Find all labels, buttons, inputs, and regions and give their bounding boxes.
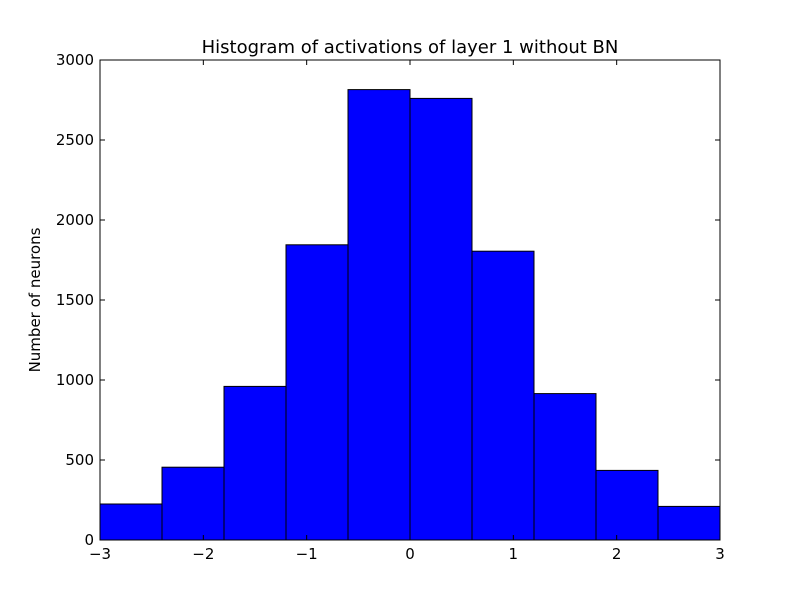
histogram-bar [223, 385, 287, 541]
histogram-bar [595, 469, 659, 541]
histogram-bar [409, 97, 473, 541]
chart-title: Histogram of activations of layer 1 with… [202, 37, 619, 58]
y-tick-label: 2000 [56, 211, 94, 229]
x-tick-label: −3 [89, 545, 111, 563]
y-tick-label: 2500 [56, 131, 94, 149]
y-axis-label: Number of neurons [26, 227, 44, 372]
histogram-bar [533, 393, 597, 541]
x-tick-label: 0 [405, 545, 415, 563]
x-tick-label: −1 [296, 545, 318, 563]
y-tick-label: 0 [84, 531, 94, 549]
histogram-bar [347, 89, 411, 541]
bars-group [99, 89, 721, 541]
histogram-bar [285, 244, 349, 541]
y-tick-label: 1000 [56, 371, 94, 389]
histogram-bar [471, 250, 535, 541]
y-tick-label: 500 [65, 451, 94, 469]
x-tick-label: 1 [509, 545, 519, 563]
y-tick-label: 3000 [56, 51, 94, 69]
plot-frame [99, 59, 721, 541]
x-tick-label: 3 [715, 545, 725, 563]
histogram-bar [657, 505, 721, 541]
histogram-bar [161, 466, 225, 541]
histogram-bar [99, 503, 163, 541]
y-tick-label: 1500 [56, 291, 94, 309]
ticks-group: −3 −2 −1 0 1 2 3 0 500 1000 1500 2000 2500 3000 [56, 51, 725, 563]
x-tick-label: −2 [192, 545, 214, 563]
x-tick-label: 2 [612, 545, 622, 563]
